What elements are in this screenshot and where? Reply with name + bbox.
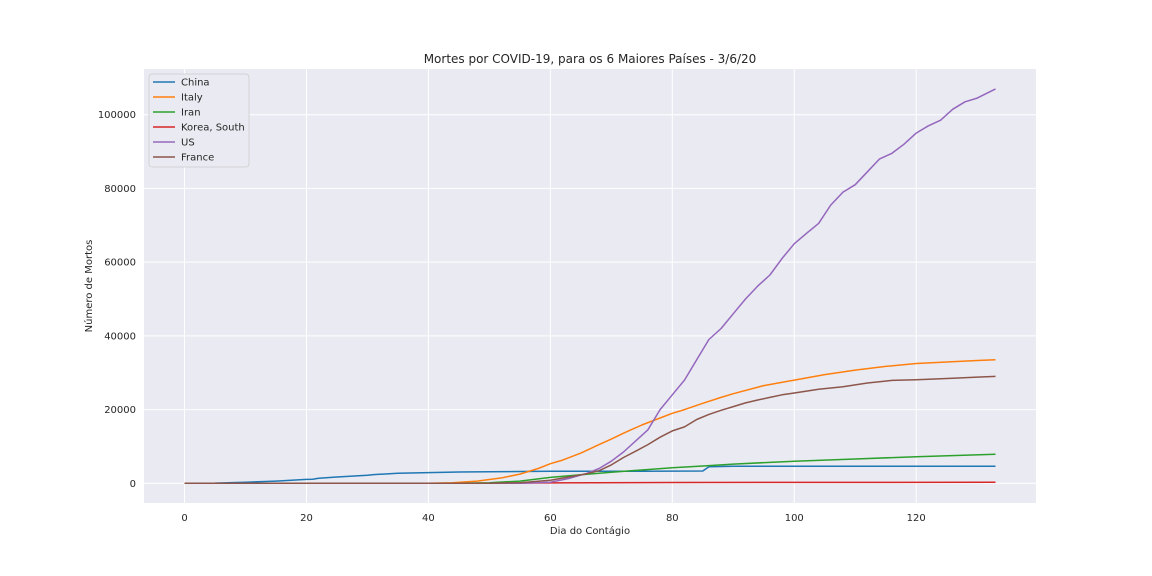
legend-label: US bbox=[181, 138, 195, 149]
series-line-france bbox=[184, 375, 996, 485]
x-axis-label: Dia do Contágio bbox=[550, 525, 630, 537]
series-line-iran bbox=[184, 453, 996, 485]
series-line-us bbox=[184, 88, 996, 485]
x-tick-label: 80 bbox=[666, 513, 679, 524]
x-tick-label: 40 bbox=[422, 513, 435, 524]
plot-area bbox=[144, 69, 1036, 503]
x-tick-label: 120 bbox=[907, 513, 926, 524]
y-tick-label: 0 bbox=[130, 479, 136, 490]
x-ticks: 0 20 40 60 80 100 120 bbox=[181, 513, 925, 524]
series-line-italy bbox=[184, 359, 996, 485]
y-tick-label: 60000 bbox=[104, 258, 136, 269]
y-tick-label: 80000 bbox=[104, 184, 136, 195]
y-tick-label: 20000 bbox=[104, 405, 136, 416]
series-line-china bbox=[184, 465, 996, 485]
legend-label: Korea, South bbox=[181, 123, 245, 134]
chart-title: Mortes por COVID-19, para os 6 Maiores P… bbox=[424, 52, 757, 66]
legend: China Italy Iran Korea, South US France bbox=[148, 73, 250, 168]
y-axis-label: Número de Mortos bbox=[83, 240, 95, 333]
x-tick-label: 0 bbox=[181, 513, 187, 524]
series-lines bbox=[184, 88, 996, 485]
x-tick-label: 100 bbox=[785, 513, 804, 524]
legend-label: Iran bbox=[181, 108, 201, 119]
legend-label: Italy bbox=[181, 93, 203, 104]
legend-label: France bbox=[181, 153, 214, 164]
y-ticks: 0 20000 40000 60000 80000 100000 bbox=[98, 110, 136, 490]
y-tick-label: 40000 bbox=[104, 331, 136, 342]
legend-label: China bbox=[181, 78, 210, 89]
x-tick-label: 60 bbox=[544, 513, 557, 524]
grid bbox=[144, 69, 1036, 503]
x-tick-label: 20 bbox=[300, 513, 313, 524]
y-tick-label: 100000 bbox=[98, 110, 136, 121]
